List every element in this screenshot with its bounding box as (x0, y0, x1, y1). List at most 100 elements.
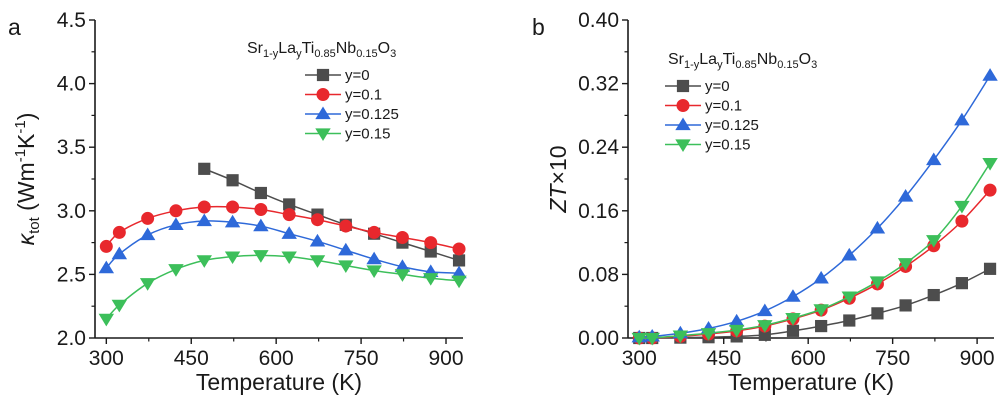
y-tick-label: 0.40 (578, 9, 619, 32)
x-axis-title: Temperature (K) (196, 369, 362, 395)
data-point (955, 277, 969, 290)
x-tick-label: 300 (89, 347, 124, 370)
x-tick-label: 450 (174, 347, 209, 370)
data-point (785, 312, 801, 326)
legend-label: y=0.125 (345, 106, 399, 123)
legend-marker (316, 88, 330, 101)
data-point (281, 251, 297, 265)
data-point (926, 235, 942, 248)
data-point (282, 208, 296, 222)
data-point (841, 247, 858, 261)
legend-item: y=0.125 (665, 117, 759, 134)
data-point (309, 233, 326, 247)
legend-item: y=0.1 (305, 87, 382, 104)
series-y-0-1 (632, 183, 997, 345)
legend-label: y=0 (345, 67, 370, 84)
y-tick-label: 2.0 (57, 327, 86, 350)
data-point (672, 330, 689, 344)
data-point (169, 204, 183, 218)
legend-item: y=0 (665, 78, 730, 95)
data-point (253, 218, 269, 232)
legend: Sr1-y​Lay​Ti0.85​Nb0.15​O3​ y=0 y=0.1 y=0.1… (247, 40, 399, 143)
data-point (99, 239, 113, 253)
data-point (982, 68, 998, 81)
y-tick-label: 0.24 (578, 136, 619, 159)
data-point (224, 214, 241, 228)
y-axis-title: ZT×10 (545, 145, 571, 213)
y-tick-label: 0.32 (578, 73, 619, 96)
x-tick-label: 600 (259, 347, 294, 370)
y-tick-label: 0.08 (578, 263, 619, 286)
data-point (98, 313, 115, 327)
data-point (700, 328, 717, 341)
data-point (955, 214, 969, 228)
data-point (927, 288, 940, 302)
data-point (982, 157, 998, 171)
x-tick-label: 900 (960, 347, 995, 370)
legend-item: y=0.1 (665, 98, 742, 115)
legend-marker (315, 106, 331, 120)
legend-title: Sr1-y​Lay​Ti0.85​Nb0.15​O3​ (668, 51, 817, 71)
series-line (639, 268, 991, 339)
legend-item: y=0.15 (305, 126, 390, 143)
data-point (98, 260, 115, 274)
data-point (310, 213, 324, 227)
data-point (198, 162, 211, 175)
panel-letter: a (8, 14, 21, 40)
series-line (203, 168, 460, 262)
data-point (366, 265, 382, 279)
data-point (815, 319, 828, 333)
y-tick-label: 4.5 (57, 9, 86, 32)
legend-item: y=0 (305, 67, 370, 84)
x-tick-label: 450 (706, 347, 741, 370)
data-point (112, 225, 126, 239)
data-point (452, 242, 466, 256)
legend-marker (315, 128, 331, 141)
data-point (253, 250, 269, 263)
data-point (141, 211, 155, 225)
data-point (423, 273, 439, 286)
legend-label: y=0 (705, 78, 730, 95)
data-point (954, 200, 970, 214)
series-line (105, 254, 460, 320)
y-tick-label: 4.0 (57, 73, 86, 96)
series-y-0 (198, 162, 466, 267)
data-point (757, 303, 773, 317)
x-tick-label: 600 (791, 347, 826, 370)
legend-item: y=0.125 (305, 106, 399, 123)
legend-marker (676, 99, 690, 112)
data-point (813, 304, 829, 317)
y-axis-title: κtot (Wm-1K-1) (12, 113, 43, 246)
legend-title: Sr1-y​Lay​Ti0.85​Nb0.15​O3​ (247, 40, 396, 60)
series-line (639, 189, 991, 339)
y-tick-label: 0.00 (578, 327, 619, 350)
panel-a-kappa-chart: a 300 450 600 750 900 2.0 2.5 3.0 3.5 4.0 4.5 Temper… (8, 9, 467, 395)
data-point (111, 299, 128, 313)
data-point (366, 251, 382, 265)
data-point (813, 270, 829, 284)
data-point (843, 314, 856, 327)
legend-label: y=0.15 (345, 126, 390, 143)
data-point (139, 227, 156, 241)
data-point (644, 332, 660, 346)
legend-label: y=0.1 (345, 87, 382, 104)
y-tick-label: 0.16 (578, 200, 619, 223)
data-point (983, 183, 997, 197)
data-point (899, 299, 912, 312)
data-point (869, 276, 886, 290)
data-point (394, 269, 411, 282)
data-point (309, 255, 326, 268)
data-point (395, 231, 409, 245)
legend-marker (675, 139, 691, 152)
data-point (111, 246, 128, 260)
data-point (452, 254, 466, 267)
data-point (197, 200, 211, 214)
data-point (338, 260, 354, 273)
data-point (728, 324, 745, 338)
data-point (983, 262, 997, 275)
data-point (786, 324, 800, 337)
data-point (339, 219, 353, 233)
legend: Sr1-y​Lay​Ti0.85​Nb0.15​O3​ y=0 y=0.1 y=0.1… (665, 51, 817, 154)
legend-marker (675, 117, 691, 131)
